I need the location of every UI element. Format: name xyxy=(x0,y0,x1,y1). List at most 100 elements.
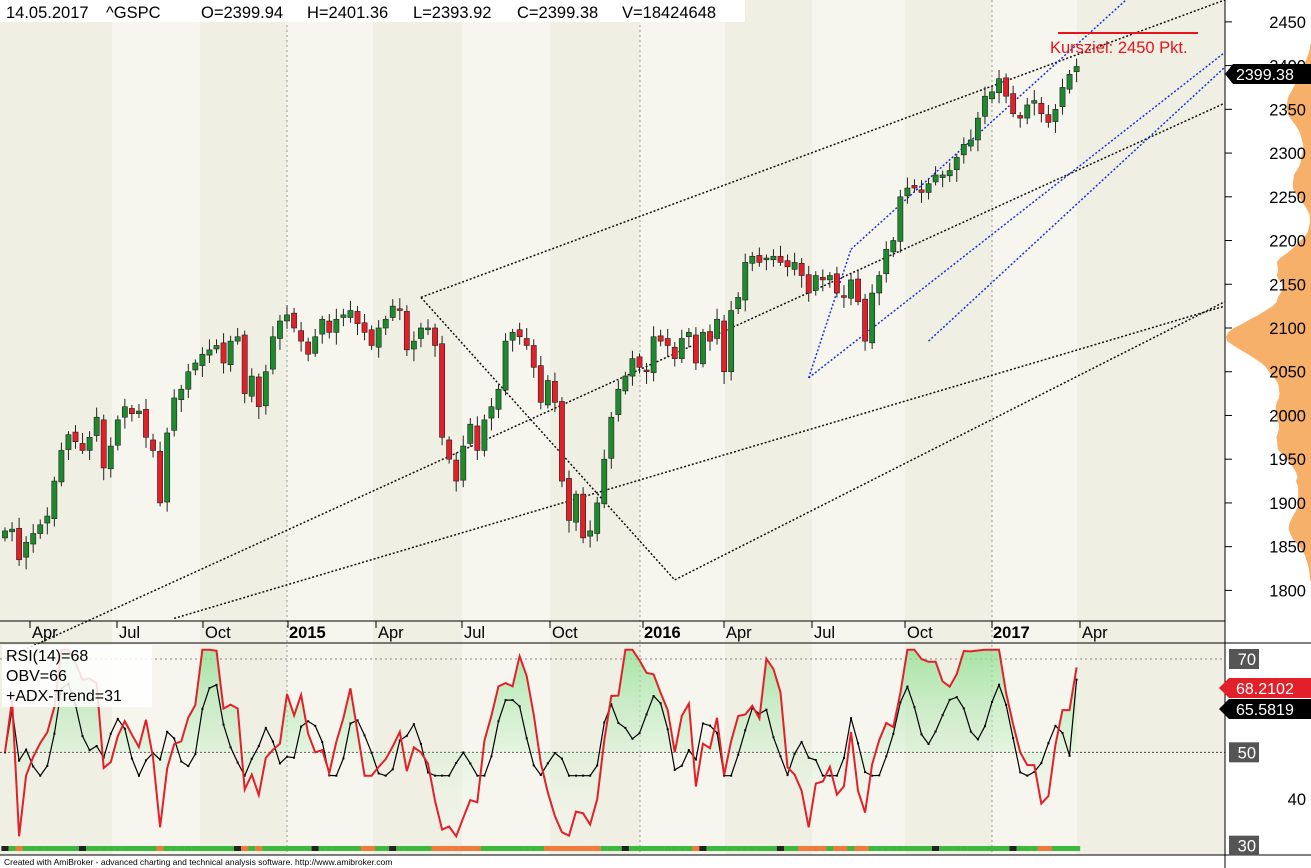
adx-trend-cell xyxy=(64,846,73,851)
obv-point xyxy=(878,774,881,777)
obv-point xyxy=(222,723,225,726)
candle xyxy=(742,253,749,312)
obv-point xyxy=(109,732,112,735)
adx-trend-cell xyxy=(868,846,876,851)
candle-body xyxy=(347,310,354,318)
indicator-tick-box xyxy=(1229,649,1259,669)
adx-trend-cell xyxy=(227,846,235,851)
indicator-tick-label: 40 xyxy=(1288,791,1306,809)
candle xyxy=(1024,97,1031,125)
adx-trend-cell xyxy=(15,846,23,851)
candle xyxy=(763,254,770,271)
adx-trend-cell xyxy=(177,846,185,851)
obv-point xyxy=(349,722,352,725)
obv-point xyxy=(201,707,204,710)
indicator-tick-label: 30 xyxy=(1238,838,1256,856)
obv-point xyxy=(694,758,697,761)
candle-body xyxy=(1024,104,1031,119)
candle xyxy=(939,170,946,188)
candle xyxy=(918,180,925,203)
candle-body xyxy=(601,458,608,505)
obv-point xyxy=(1061,731,1064,734)
candle-body xyxy=(488,406,495,419)
candle-body xyxy=(671,346,678,359)
adx-trend-cell xyxy=(1051,846,1060,851)
candle xyxy=(192,359,199,376)
candle xyxy=(382,315,389,335)
candle xyxy=(361,313,368,341)
obv-point xyxy=(39,774,42,777)
candle xyxy=(559,397,565,488)
candle xyxy=(333,308,340,345)
adx-trend-cell xyxy=(1044,846,1052,851)
candle-body xyxy=(622,375,629,392)
candle-body xyxy=(848,279,854,299)
candle xyxy=(876,271,883,306)
obv-point xyxy=(532,764,535,767)
candle xyxy=(770,249,777,267)
obv-value-marker: 65.5819 xyxy=(1219,699,1311,719)
obv-point xyxy=(25,748,28,751)
candle xyxy=(890,237,897,258)
candle xyxy=(319,315,326,344)
candle xyxy=(37,519,44,539)
obv-point xyxy=(271,740,274,743)
obv-point xyxy=(913,706,916,709)
adx-trend-cell xyxy=(621,846,629,851)
candle xyxy=(269,326,276,375)
obv-point xyxy=(137,774,140,777)
obv-point xyxy=(680,764,683,767)
candle-body xyxy=(946,170,953,177)
candle xyxy=(685,327,692,348)
adx-trend-cell xyxy=(706,846,714,851)
obv-point xyxy=(1012,737,1015,740)
candle-body xyxy=(333,318,340,333)
obv-point xyxy=(166,730,169,733)
adx-trend-cell xyxy=(389,846,397,851)
time-tick-label: Oct xyxy=(552,624,578,642)
trendline-lower-long xyxy=(173,305,1225,620)
obv-point xyxy=(976,738,979,741)
candle-body xyxy=(1031,100,1038,104)
adx-trend-cell xyxy=(466,846,474,851)
adx-trend-cell xyxy=(212,846,221,851)
candle-body xyxy=(269,336,276,370)
candle xyxy=(1017,111,1024,128)
candle xyxy=(121,398,128,429)
candle-body xyxy=(530,345,537,368)
candle-body xyxy=(114,419,121,446)
price-axis: 2450240023502300225022002150210020502000… xyxy=(1225,14,1306,600)
obv-point xyxy=(525,737,528,740)
obv-point xyxy=(469,762,472,765)
candle xyxy=(460,435,467,488)
candle-body xyxy=(989,91,995,100)
obv-point xyxy=(278,762,281,765)
obv-point xyxy=(892,732,895,735)
candle xyxy=(9,522,15,542)
candle-body xyxy=(319,318,326,335)
candle-body xyxy=(340,314,347,318)
candle xyxy=(44,507,51,535)
candle xyxy=(791,252,798,276)
adx-trend-cell xyxy=(459,846,467,851)
obv-point xyxy=(384,774,387,777)
adx-trend-cell xyxy=(544,846,552,851)
obv-point xyxy=(81,735,84,738)
header-volume: V=18424648 xyxy=(622,4,716,22)
candle xyxy=(241,330,248,404)
adx-trend-cell xyxy=(995,846,1003,851)
candle-body xyxy=(79,443,86,451)
adx-trend-cell xyxy=(720,846,728,851)
candle xyxy=(474,416,481,461)
obv-point xyxy=(857,742,860,745)
adx-trend-cell xyxy=(417,846,425,851)
adx-trend-cell xyxy=(156,846,164,851)
price-tick-label: 2300 xyxy=(1269,145,1306,163)
obv-point xyxy=(716,731,719,734)
candle-body xyxy=(939,174,946,178)
obv-point xyxy=(624,726,627,729)
last-price-label: 2399.38 xyxy=(1236,67,1294,84)
adx-trend-cell xyxy=(170,846,178,851)
candle xyxy=(262,364,269,415)
background-band xyxy=(812,0,905,855)
